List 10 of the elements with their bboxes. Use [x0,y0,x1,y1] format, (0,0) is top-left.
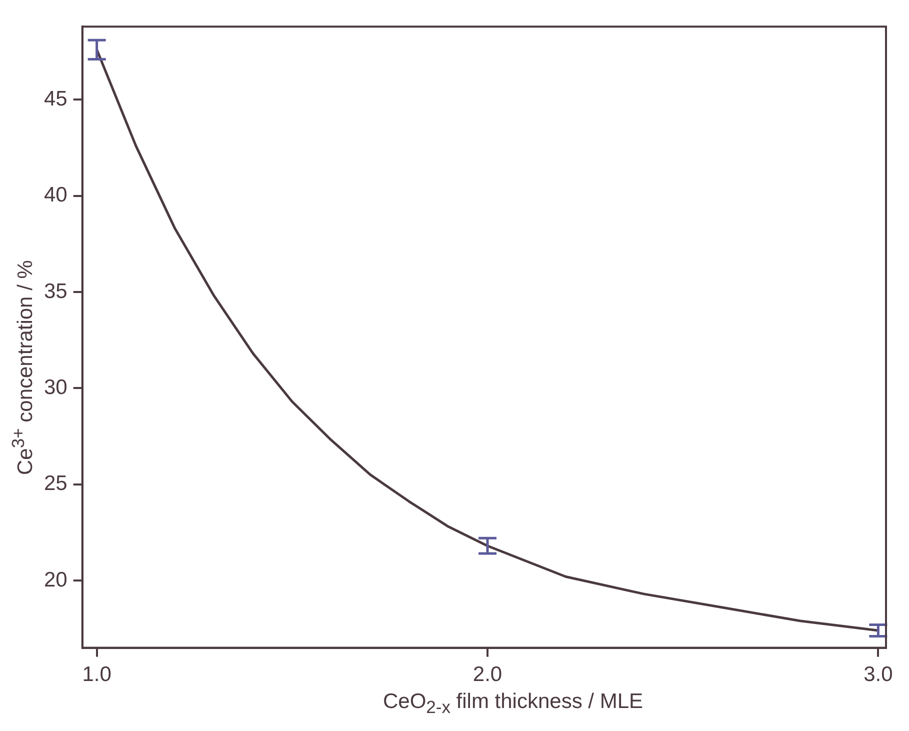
x-tick-label: 3.0 [864,663,893,686]
y-tick-label: 45 [44,87,68,110]
y-tick-label: 30 [44,376,68,399]
x-tick-label: 2.0 [472,663,502,686]
y-tick-label: 40 [44,184,68,207]
y-tick-label: 20 [44,568,68,592]
y-tick-label: 35 [44,280,68,303]
x-axis-title: CeO$_{2-x}$ film thickness / MLE [382,690,644,718]
x-tick-label: 1.0 [82,663,112,686]
y-tick-label: 25 [44,472,68,496]
